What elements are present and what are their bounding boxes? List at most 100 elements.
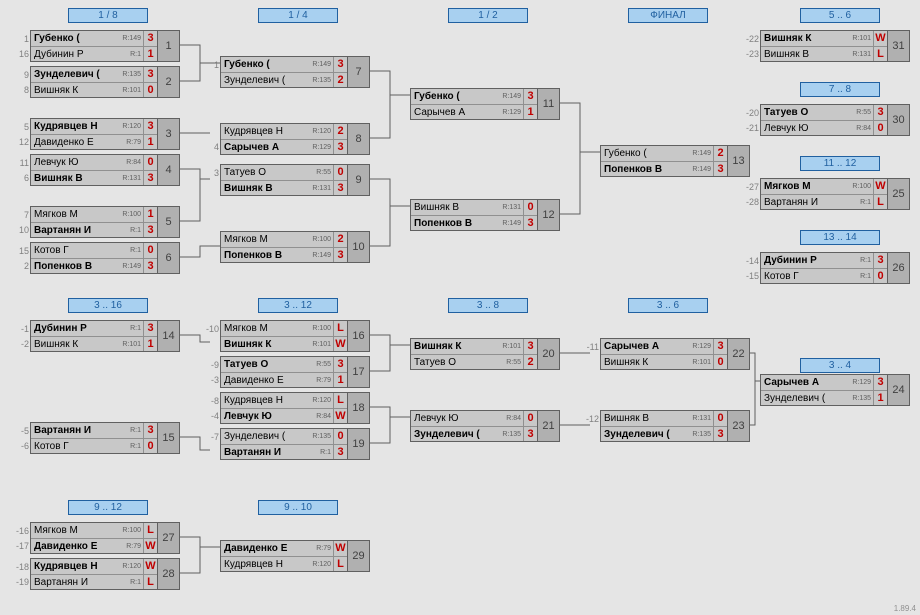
match-9: 3Татуев ОR:550Вишняк ВR:13139	[220, 164, 370, 196]
match-29: Давиденко ЕR:79WКудрявцев НR:120L29	[220, 540, 370, 572]
player-rating: R:100	[117, 527, 143, 534]
player-score: 3	[523, 427, 537, 441]
player-rating: R:1	[117, 247, 143, 254]
player-score: 0	[333, 429, 347, 444]
player-name: Давиденко Е	[31, 541, 117, 552]
player-row: -12Вишняк ВR:1310	[601, 411, 727, 426]
player-row: Попенков ВR:1493	[411, 215, 537, 230]
player-rating: R:149	[687, 150, 713, 157]
player-rating: R:149	[497, 220, 523, 227]
player-row: -15Котов ГR:10	[761, 268, 887, 283]
match-17: -9Татуев ОR:553-3Давиденко ЕR:79117	[220, 356, 370, 388]
player-rating: R:1	[117, 227, 143, 234]
player-name: Кудрявцев Н	[31, 121, 117, 132]
player-score: 3	[143, 119, 157, 134]
player-name: Попенков В	[221, 250, 307, 261]
player-row: Попенков ВR:1493	[221, 247, 347, 262]
player-row: 2Попенков ВR:1493	[31, 258, 157, 273]
round-label-p36: 3 .. 6	[628, 298, 708, 313]
player-name: Вартанян И	[31, 577, 117, 588]
seed: -5	[11, 426, 29, 436]
player-score: 3	[333, 57, 347, 72]
seed: -12	[581, 414, 599, 424]
player-name: Кудрявцев Н	[221, 395, 307, 406]
player-name: Сарычев А	[411, 107, 497, 118]
match-number: 2	[158, 66, 180, 98]
match-number: 10	[348, 231, 370, 263]
seed: 9	[11, 70, 29, 80]
match-11: Губенко (R:1493Сарычев АR:129111	[410, 88, 560, 120]
player-name: Котов Г	[31, 441, 117, 452]
player-name: Губенко (	[31, 33, 117, 44]
player-score: 3	[873, 375, 887, 390]
player-row: Зунделевич (R:1352	[221, 72, 347, 87]
player-name: Мягков М	[761, 181, 847, 192]
player-row: Зунделевич (R:1351	[761, 390, 887, 405]
player-name: Татуев О	[221, 359, 307, 370]
player-row: -11Сарычев АR:1293	[601, 339, 727, 354]
seed: 4	[201, 142, 219, 152]
player-score: W	[143, 539, 157, 553]
player-score: 1	[143, 207, 157, 222]
player-row: -28Вартанян ИR:1L	[761, 194, 887, 209]
player-name: Левчук Ю	[761, 123, 847, 134]
player-rating: R:131	[847, 51, 873, 58]
player-row: -27Мягков МR:100W	[761, 179, 887, 194]
match-number: 7	[348, 56, 370, 88]
player-rating: R:101	[117, 87, 143, 94]
player-name: Давиденко Е	[221, 375, 307, 386]
match-number: 12	[538, 199, 560, 231]
player-score: 1	[873, 391, 887, 405]
player-name: Мягков М	[31, 525, 117, 536]
player-row: -7Зунделевич (R:1350	[221, 429, 347, 444]
player-rating: R:149	[117, 263, 143, 270]
match-24: Сарычев АR:1293Зунделевич (R:135124	[760, 374, 910, 406]
player-row: 11Левчук ЮR:840	[31, 155, 157, 170]
player-score: 3	[333, 181, 347, 195]
match-4: 11Левчук ЮR:8406Вишняк ВR:13134	[30, 154, 180, 186]
player-rating: R:79	[117, 139, 143, 146]
player-row: -14Дубинин РR:13	[761, 253, 887, 268]
seed: 7	[11, 210, 29, 220]
player-rating: R:1	[847, 273, 873, 280]
player-score: L	[873, 195, 887, 209]
match-1: 1Губенко (R:149316Дубинин РR:111	[30, 30, 180, 62]
round-label-p316: 3 .. 16	[68, 298, 148, 313]
player-name: Зунделевич (	[601, 429, 687, 440]
player-rating: R:120	[307, 561, 333, 568]
version-label: 1.89.4	[894, 604, 916, 613]
player-name: Вартанян И	[221, 447, 307, 458]
player-name: Сарычев А	[761, 377, 847, 388]
player-score: L	[143, 575, 157, 589]
player-row: -10Мягков МR:100L	[221, 321, 347, 336]
player-rating: R:1	[847, 257, 873, 264]
player-name: Давиденко Е	[31, 137, 117, 148]
seed: 8	[11, 85, 29, 95]
player-row: 12Давиденко ЕR:791	[31, 134, 157, 149]
player-row: Вишняк ВR:1310	[411, 200, 537, 215]
match-3: 5Кудрявцев НR:120312Давиденко ЕR:7913	[30, 118, 180, 150]
player-row: Вишняк КR:1010	[601, 354, 727, 369]
match-number: 30	[888, 104, 910, 136]
player-name: Мягков М	[221, 234, 307, 245]
player-name: Вартанян И	[31, 425, 117, 436]
player-rating: R:120	[307, 128, 333, 135]
player-name: Вишняк К	[601, 357, 687, 368]
player-name: Татуев О	[411, 357, 497, 368]
match-number: 27	[158, 522, 180, 554]
seed: 16	[11, 49, 29, 59]
match-5: 7Мягков МR:100110Вартанян ИR:135	[30, 206, 180, 238]
player-score: 3	[523, 216, 537, 230]
player-name: Дубинин Р	[761, 255, 847, 266]
player-score: L	[143, 523, 157, 538]
player-name: Давиденко Е	[221, 543, 307, 554]
player-rating: R:120	[117, 563, 143, 570]
player-score: 0	[713, 411, 727, 426]
player-rating: R:84	[307, 413, 333, 420]
player-score: 0	[143, 155, 157, 170]
player-score: W	[333, 337, 347, 351]
match-number: 23	[728, 410, 750, 442]
player-rating: R:135	[117, 71, 143, 78]
player-score: 3	[143, 223, 157, 237]
player-name: Губенко (	[221, 59, 307, 70]
